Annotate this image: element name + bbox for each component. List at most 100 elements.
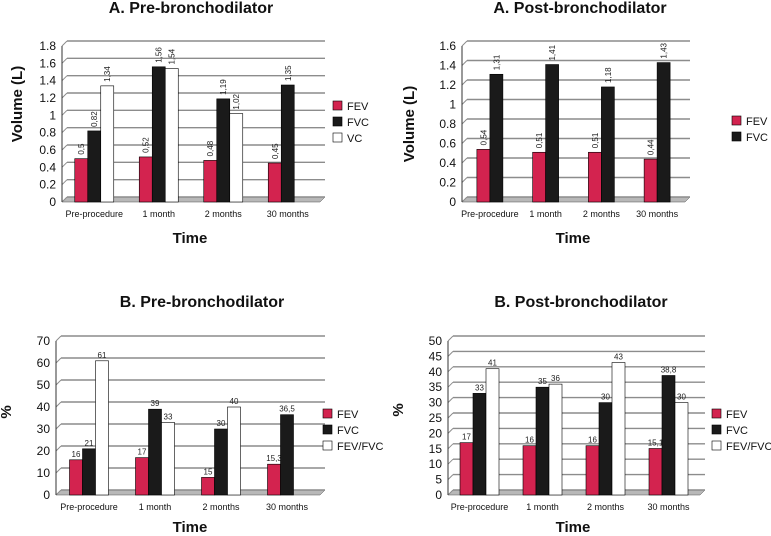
y-tick-label: 0.6 xyxy=(39,143,56,157)
gridline-side xyxy=(55,467,62,474)
bar-fev-0 xyxy=(459,442,474,496)
x-tick-label: 1 month xyxy=(139,502,172,512)
data-label: 1,56 xyxy=(155,47,164,63)
x-tick-label: 1 month xyxy=(529,209,562,219)
y-tick-label: 0 xyxy=(43,488,50,502)
y-axis-title: Volume (L) xyxy=(401,86,418,162)
legend-label: FEV xyxy=(726,409,748,421)
gridline-side xyxy=(61,196,68,203)
chart-a-pre-bronchodilator: A. Pre-bronchodilator Time Volume (L) 0 0… xyxy=(9,0,369,247)
bar-fev-2 xyxy=(201,477,215,496)
bar-fev-0 xyxy=(69,459,83,496)
chart-a-post-bronchodilator: A. Post-bronchodilator Time Volume (L) 0… xyxy=(401,0,768,247)
legend: FEV FVC FEV/FVC xyxy=(322,408,384,453)
bar-fvc-0 xyxy=(82,448,96,496)
gridline-side xyxy=(55,335,62,342)
legend-swatch-fev-fvc xyxy=(322,440,333,451)
bar-fev-1 xyxy=(135,457,149,496)
x-tick-label: 2 months xyxy=(205,209,243,219)
data-label: 1,02 xyxy=(232,93,241,109)
gridline-side xyxy=(61,92,68,99)
gridline-side xyxy=(461,79,468,86)
y-axis-title: % xyxy=(0,405,15,418)
legend-swatch-fev xyxy=(711,408,722,419)
data-label: 41 xyxy=(488,359,497,368)
bar-fev-1 xyxy=(138,156,153,203)
data-label: 16 xyxy=(588,436,597,445)
y-tick-label: 1.4 xyxy=(39,74,56,88)
y-tick-label: 0.4 xyxy=(39,160,56,174)
y-tick-label: 70 xyxy=(37,334,51,348)
chart-title: B. Post-bronchodilator xyxy=(494,294,667,311)
gridline-side xyxy=(61,109,68,116)
data-label: 0,51 xyxy=(591,132,600,148)
x-tick-label: 1 month xyxy=(142,209,175,219)
gridline-side xyxy=(447,335,454,342)
data-label: 61 xyxy=(98,351,107,360)
data-label: 38,8 xyxy=(661,365,677,374)
legend-label: FEV xyxy=(337,409,359,421)
x-axis-title: Time xyxy=(173,230,208,247)
bar-vc-2 xyxy=(229,113,244,203)
data-label: 33 xyxy=(164,412,173,421)
data-label: 1,41 xyxy=(548,44,557,60)
gridline-side xyxy=(447,458,454,465)
y-tick-label: 0 xyxy=(435,488,442,502)
gridline-side xyxy=(447,428,454,434)
data-label: 40 xyxy=(230,397,239,406)
y-tick-label: 0 xyxy=(449,195,456,209)
bar-fev-fvc-1 xyxy=(161,422,175,496)
legend: FEV FVC xyxy=(731,115,768,144)
gridline-side xyxy=(61,127,68,134)
bar-fev-2 xyxy=(585,445,600,496)
gridline-side xyxy=(447,412,454,419)
y-tick-label: 1.2 xyxy=(439,78,456,92)
y-tick-label: 10 xyxy=(37,466,51,480)
data-label: 16 xyxy=(72,450,81,459)
y-tick-label: 50 xyxy=(429,334,443,348)
data-label: 36 xyxy=(551,374,560,383)
data-label: 1,43 xyxy=(660,42,669,58)
data-label: 30 xyxy=(601,393,610,402)
gridline-side xyxy=(61,179,68,186)
bar-fvc-3 xyxy=(656,62,671,203)
data-label: 43 xyxy=(614,353,623,362)
x-axis-title: Time xyxy=(556,519,591,536)
chart-b-pre-bronchodilator: B. Pre-bronchodilator Time % 0 10 20 30 40 50… xyxy=(0,294,384,536)
y-tick-label: 1 xyxy=(449,98,456,112)
data-label: 0,52 xyxy=(142,137,151,153)
data-label: 0,51 xyxy=(535,132,544,148)
gridline-side xyxy=(61,57,68,64)
bar-fev-3 xyxy=(267,463,281,496)
y-tick-label: 0.8 xyxy=(439,117,456,131)
y-tick-label: 0 xyxy=(49,195,56,209)
data-label: 36,5 xyxy=(279,405,295,414)
y-tick-label: 0.2 xyxy=(439,176,456,190)
legend-swatch-fvc xyxy=(322,424,333,435)
y-tick-label: 45 xyxy=(429,349,443,363)
y-tick-label: 1.6 xyxy=(39,56,56,70)
legend-label: VC xyxy=(347,133,362,145)
x-axis-title: Time xyxy=(173,519,208,536)
y-tick-label: 5 xyxy=(435,473,442,487)
data-label: 33 xyxy=(475,383,484,392)
bar-fvc-2 xyxy=(598,402,613,496)
data-label: 39 xyxy=(151,399,160,408)
bar-fvc-2 xyxy=(601,86,615,203)
data-label: 30 xyxy=(217,419,226,428)
data-label: 1,34 xyxy=(103,66,112,82)
y-tick-label: 1.4 xyxy=(439,59,456,73)
gridline-side xyxy=(55,445,62,452)
y-tick-label: 40 xyxy=(37,400,51,414)
bar-fvc-1 xyxy=(535,386,550,496)
data-label: 1,35 xyxy=(284,65,293,81)
gridline-side xyxy=(61,144,68,151)
bar-fev-fvc-3 xyxy=(674,402,689,496)
bar-fev-fvc-1 xyxy=(548,383,563,496)
y-tick-label: 15 xyxy=(429,442,443,456)
legend-swatch-fvc xyxy=(332,116,343,127)
data-label: 15 xyxy=(204,467,213,476)
gridline-side xyxy=(447,474,454,480)
